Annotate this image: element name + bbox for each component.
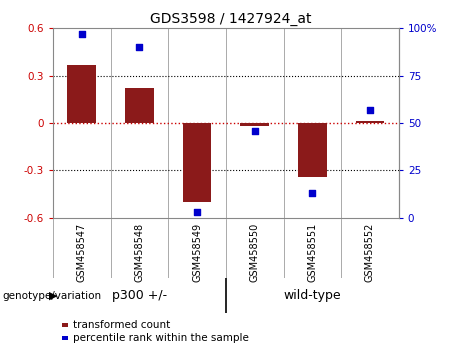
Bar [355,121,384,123]
Text: genotype/variation: genotype/variation [2,291,101,301]
Text: GSM458547: GSM458547 [77,222,87,282]
Text: GSM458552: GSM458552 [365,222,375,282]
Text: transformed count: transformed count [73,320,170,330]
Point [136,45,143,50]
Text: GSM458550: GSM458550 [250,222,260,282]
Text: GSM458551: GSM458551 [307,222,317,282]
Text: wild-type: wild-type [284,289,341,302]
Text: GSM458548: GSM458548 [135,222,144,281]
Text: GDS3598 / 1427924_at: GDS3598 / 1427924_at [150,12,311,27]
Bar [125,88,154,123]
Text: GSM458549: GSM458549 [192,222,202,281]
Text: percentile rank within the sample: percentile rank within the sample [73,333,249,343]
Point [78,31,85,37]
Text: ▶: ▶ [49,291,58,301]
Text: p300 +/-: p300 +/- [112,289,167,302]
Bar [240,123,269,126]
Bar [298,123,327,177]
Point [309,190,316,196]
Bar [183,123,212,202]
Bar [67,65,96,123]
Point [193,209,201,215]
Point [251,128,258,133]
Point [366,107,373,113]
